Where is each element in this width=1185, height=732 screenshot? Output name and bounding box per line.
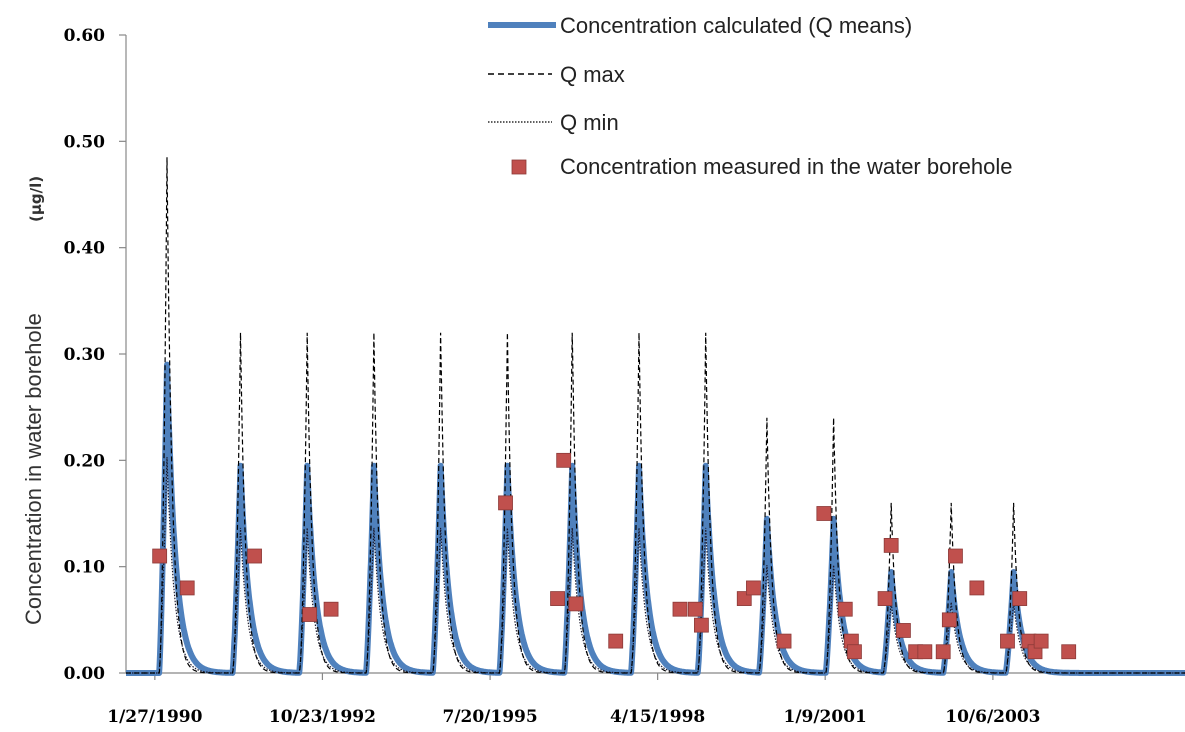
x-tick-label: 7/20/1995 (442, 707, 537, 727)
measured-point (941, 612, 957, 628)
measured-point (776, 633, 792, 649)
measured-point (969, 580, 985, 596)
measured-point (568, 596, 584, 612)
measured-point (179, 580, 195, 596)
measured-point (877, 591, 893, 606)
measured-point (556, 452, 572, 468)
measured-point (837, 601, 853, 617)
y-tick-label: 0.00 (64, 664, 106, 684)
x-tick-label: 1/27/1990 (107, 707, 202, 727)
measured-point (672, 601, 688, 617)
measured-point (152, 548, 168, 564)
legend-label-measured: Concentration measured in the water bore… (560, 154, 1013, 179)
measured-point (917, 644, 933, 660)
measured-point (847, 644, 862, 660)
measured-point (498, 495, 513, 511)
measured-point (948, 548, 963, 564)
measured-point (1012, 591, 1028, 606)
legend-label-q-min: Q min (560, 110, 619, 135)
y-tick-label: 0.40 (64, 239, 106, 259)
y-tick-label: 0.20 (64, 451, 106, 471)
measured-point (1061, 644, 1077, 660)
x-axis: 1/27/1990 10/23/1992 7/20/1995 4/15/1998 1/9… (107, 672, 1185, 727)
measured-point (816, 506, 832, 521)
y-tick-label: 0.50 (64, 132, 106, 152)
measured-point (323, 601, 339, 617)
x-tick-label: 10/23/1992 (269, 707, 376, 727)
y-axis: 0.00 0.10 0.20 0.30 0.40 0.50 0.60 (64, 26, 127, 684)
measured-point (687, 601, 703, 617)
y-axis-label: Concentration in water borehole (21, 313, 46, 625)
y-tick-label: 0.30 (64, 345, 106, 365)
legend: Concentration calculated (Q means) Q max Q… (488, 13, 1013, 179)
legend-label-q-means: Concentration calculated (Q means) (560, 13, 912, 38)
measured-point (247, 548, 262, 564)
measured-point (694, 617, 709, 633)
measured-point (883, 538, 899, 553)
y-axis-unit: (µg/l) (27, 176, 45, 222)
x-tick-label: 10/6/2003 (945, 707, 1040, 727)
measured-point (1000, 633, 1015, 649)
y-tick-label: 0.60 (64, 26, 106, 46)
series-q-min-line (126, 457, 1185, 674)
legend-swatch-measured (511, 159, 527, 175)
measured-point (302, 607, 318, 622)
y-tick-label: 0.10 (64, 558, 106, 578)
x-tick-label: 1/9/2001 (783, 707, 866, 727)
measured-point (550, 591, 565, 606)
legend-label-q-max: Q max (560, 62, 625, 87)
series-q-means-line (123, 361, 1185, 676)
measured-point (896, 623, 911, 638)
plot-area (123, 157, 1185, 676)
measured-point (746, 580, 761, 596)
measured-point (608, 633, 624, 649)
measured-point (1033, 633, 1049, 649)
measured-point (935, 644, 951, 660)
x-tick-label: 4/15/1998 (610, 707, 705, 727)
